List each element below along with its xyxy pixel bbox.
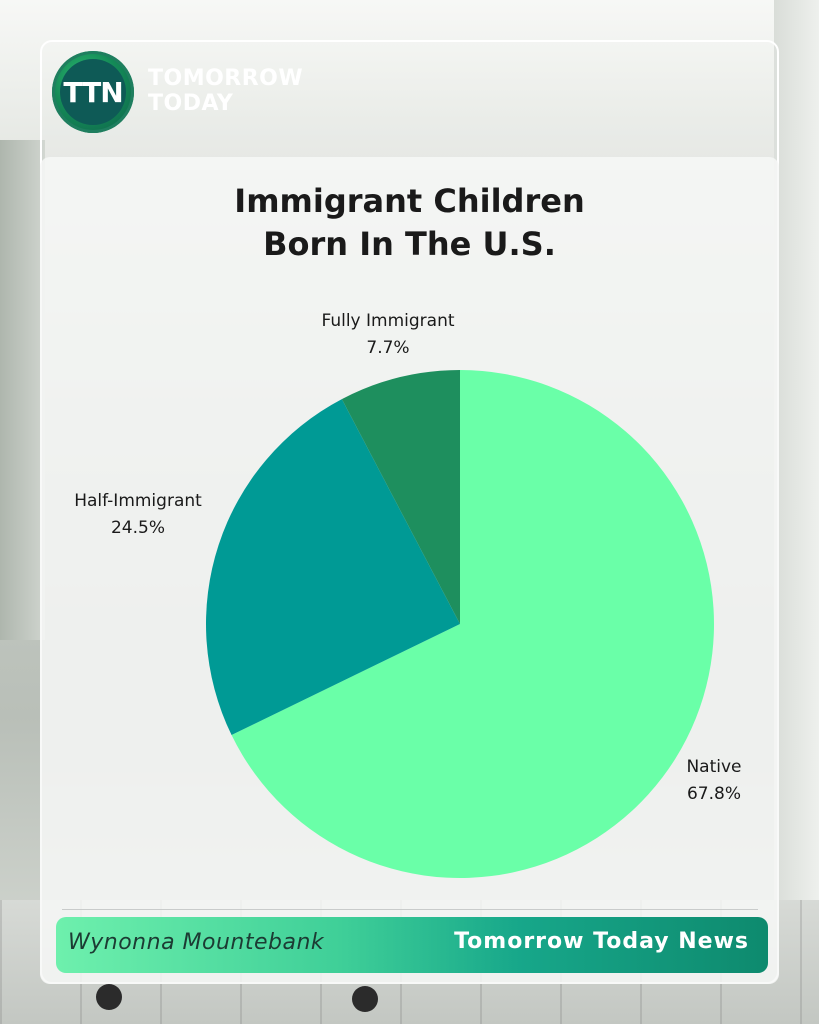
logo-mark: TTN <box>63 76 123 109</box>
chart-title-line1: Immigrant Children <box>234 182 585 220</box>
chart-title: Immigrant Children Born In The U.S. <box>40 180 779 266</box>
background-wheel <box>96 984 122 1010</box>
background-wall-right <box>774 0 819 1024</box>
brand-name: TOMORROW TODAY <box>148 66 348 116</box>
footer-bar <box>56 917 768 973</box>
chart-panel <box>40 157 779 984</box>
background-wheel <box>352 986 378 1012</box>
author-name: Wynonna Mountebank <box>68 930 325 955</box>
logo-badge <box>52 51 134 133</box>
background-wall-left <box>0 140 45 640</box>
brand-name-line1: TOMORROW <box>148 66 304 91</box>
footer-divider <box>62 909 758 910</box>
background-ceiling <box>0 0 819 170</box>
publisher-name: Tomorrow Today News <box>454 929 749 954</box>
brand-name-line2: TODAY <box>148 91 234 116</box>
chart-title-line2: Born In The U.S. <box>263 225 556 263</box>
